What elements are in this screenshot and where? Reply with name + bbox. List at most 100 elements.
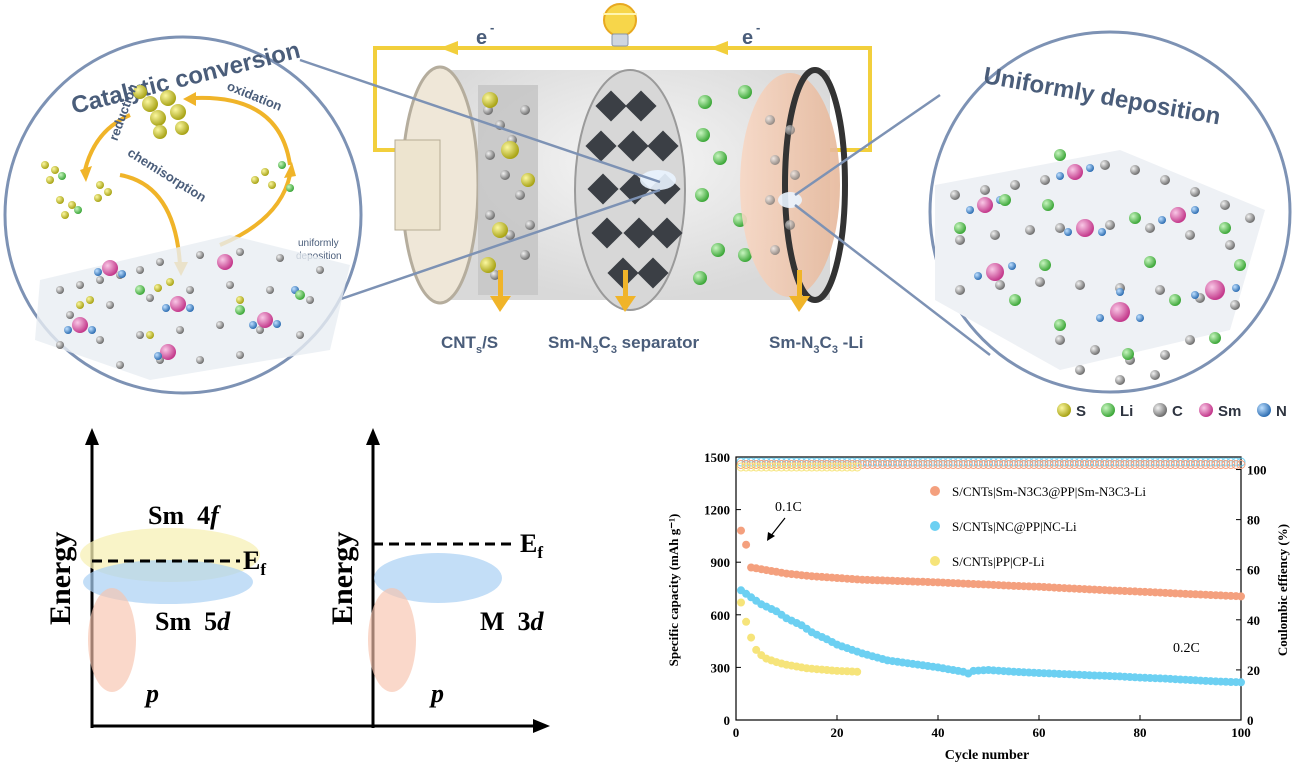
ce-point — [1231, 457, 1241, 467]
ce-point — [883, 457, 892, 467]
ce-point — [973, 460, 983, 469]
reduction-arrow — [83, 113, 131, 171]
ce-point — [741, 457, 751, 467]
uniform-label-2: deposition — [296, 251, 342, 262]
ce-point — [928, 457, 938, 467]
ce-point — [782, 460, 791, 469]
ce-point — [928, 460, 938, 469]
capacity-point — [742, 540, 751, 549]
ce-point — [1029, 457, 1039, 467]
ce-point — [1155, 457, 1165, 467]
ce-point — [979, 460, 988, 469]
capacity-point — [747, 633, 756, 642]
anode-label: Sm-N3C3 -Li — [769, 333, 863, 356]
legend-sm-icon — [1199, 403, 1213, 417]
ce-point — [761, 457, 771, 467]
ce-point — [802, 457, 812, 467]
x-tick-label: 20 — [831, 725, 844, 740]
y-tick-label: 1200 — [704, 503, 730, 518]
ce-point — [1080, 460, 1089, 469]
legend-marker-sm — [930, 486, 940, 496]
ce-point — [979, 457, 988, 467]
ce-point — [1125, 460, 1135, 469]
ce-point — [852, 462, 862, 472]
ce-point — [1034, 460, 1044, 469]
y2-tick-label: 20 — [1247, 663, 1260, 678]
ce-point — [1029, 460, 1039, 469]
legend-sm-label: Sm — [1218, 403, 1241, 420]
energy-axis-label-left: Energy — [44, 532, 77, 625]
ce-point — [857, 460, 867, 469]
ce-point — [1135, 460, 1145, 469]
ce-point — [807, 457, 817, 467]
ce-point — [1090, 460, 1099, 469]
ce-point — [867, 457, 877, 467]
ce-point — [1069, 457, 1079, 467]
ce-point — [1145, 457, 1155, 467]
ce-point — [847, 460, 857, 469]
ce-point — [1064, 457, 1074, 467]
chart-legend: S/CNTs|Sm-N3C3@PP|Sm-N3C3-Li S/CNTs|NC@P… — [930, 484, 1146, 569]
y-axis-title: Specific capacity (mAh g⁻¹) — [666, 514, 681, 667]
fermi-label-right: Ef — [520, 529, 543, 562]
ce-point — [1049, 460, 1059, 469]
capacity-point — [742, 617, 751, 626]
ce-point — [1160, 457, 1170, 467]
ce-point — [797, 462, 807, 472]
legend-c-label: C — [1172, 403, 1183, 420]
ce-point — [766, 457, 776, 467]
ce-point — [1216, 460, 1226, 469]
ce-point — [1150, 457, 1160, 467]
ce-point — [1140, 460, 1150, 469]
ce-point — [973, 457, 983, 467]
data-marks — [737, 526, 1245, 687]
ce-point — [827, 460, 837, 469]
sm5d-label: Sm 5d — [155, 607, 231, 636]
ce-point — [1216, 457, 1226, 467]
ce-point — [1115, 457, 1125, 467]
ce-point — [1236, 457, 1246, 467]
ce-point — [1064, 460, 1074, 469]
ce-point — [908, 460, 918, 469]
ce-point — [852, 460, 862, 469]
ce-point — [787, 462, 796, 472]
ce-point — [822, 460, 832, 469]
ce-point — [1069, 460, 1079, 469]
ce-point — [1014, 460, 1024, 469]
ce-point — [1024, 460, 1034, 469]
ce-point — [933, 460, 943, 469]
legend-c-icon — [1153, 403, 1167, 417]
ce-point — [1019, 457, 1029, 467]
ce-point — [792, 462, 802, 472]
ce-point — [1014, 457, 1024, 467]
ce-point — [1226, 460, 1236, 469]
ce-point — [832, 457, 842, 467]
ce-point — [792, 457, 802, 467]
cell-labels: CNTs/S Sm-N3C3 separator Sm-N3C3 -Li — [441, 333, 863, 356]
battery-cell — [394, 65, 848, 312]
cathode-label: CNTs/S — [441, 333, 498, 356]
ce-point — [913, 457, 923, 467]
ce-point — [802, 460, 812, 469]
ce-point — [1211, 460, 1221, 469]
ce-point — [797, 460, 807, 469]
ce-point — [822, 457, 832, 467]
ce-point — [963, 460, 973, 469]
capacity-point — [752, 645, 761, 654]
x-tick-label: 80 — [1134, 725, 1147, 740]
y-tick-label: 300 — [711, 660, 731, 675]
ce-point — [842, 457, 852, 467]
ce-point — [817, 460, 827, 469]
ce-point — [1211, 457, 1221, 467]
x-axis-title: Cycle number — [945, 748, 1029, 763]
ce-point — [893, 460, 903, 469]
ce-point — [913, 460, 923, 469]
x-tick-label: 60 — [1033, 725, 1046, 740]
ce-point — [756, 457, 766, 467]
ce-point — [888, 460, 897, 469]
cycling-chart: 0 20 40 60 80 1000300600900120015000204060801… — [666, 450, 1290, 763]
ce-point — [797, 457, 807, 467]
ce-point — [756, 460, 766, 469]
ce-point — [1191, 457, 1200, 467]
